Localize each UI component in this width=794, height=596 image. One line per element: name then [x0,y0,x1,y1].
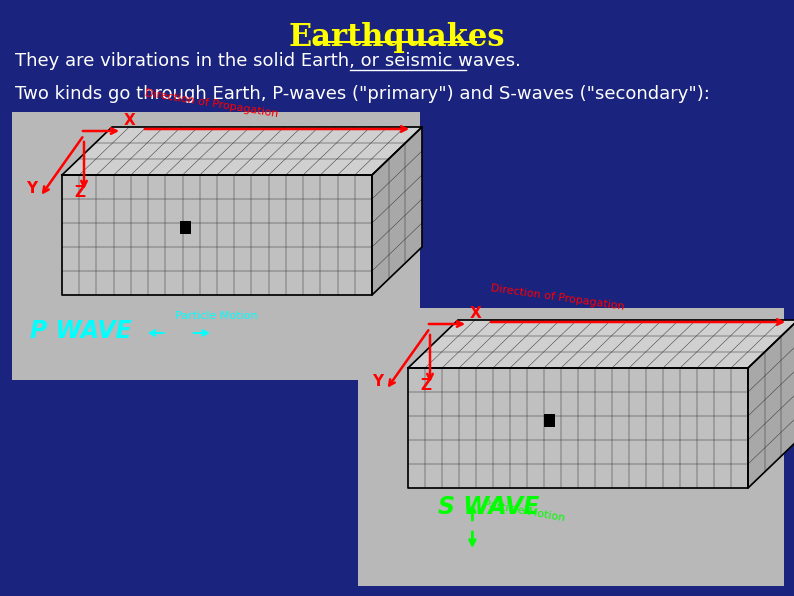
Text: Y: Y [26,181,37,196]
Polygon shape [748,320,794,488]
Bar [62,175,372,295]
Text: X: X [470,306,482,321]
Bar [408,368,748,488]
Bar [12,112,420,380]
Text: Particle Motion: Particle Motion [175,311,257,321]
Text: Y: Y [372,374,384,389]
Text: Direction of Propagation: Direction of Propagation [490,283,625,312]
Polygon shape [62,127,422,175]
Text: P WAVE: P WAVE [30,319,132,343]
Text: Direction of Propagation: Direction of Propagation [144,88,279,119]
Text: Two kinds go through Earth, P-waves ("primary") and S-waves ("secondary"):: Two kinds go through Earth, P-waves ("pr… [15,85,710,103]
Text: They are vibrations in the solid Earth, or seismic waves.: They are vibrations in the solid Earth, … [15,52,521,70]
Text: X: X [124,113,136,128]
Text: Z: Z [420,378,431,393]
Bar [544,414,555,427]
Text: Z: Z [74,185,85,200]
Text: S WAVE: S WAVE [438,495,539,519]
Polygon shape [372,127,422,295]
Bar [179,221,191,234]
Bar [358,308,784,586]
Text: Particle Motion: Particle Motion [483,499,565,523]
Text: Earthquakes: Earthquakes [289,22,505,53]
Polygon shape [408,320,794,368]
